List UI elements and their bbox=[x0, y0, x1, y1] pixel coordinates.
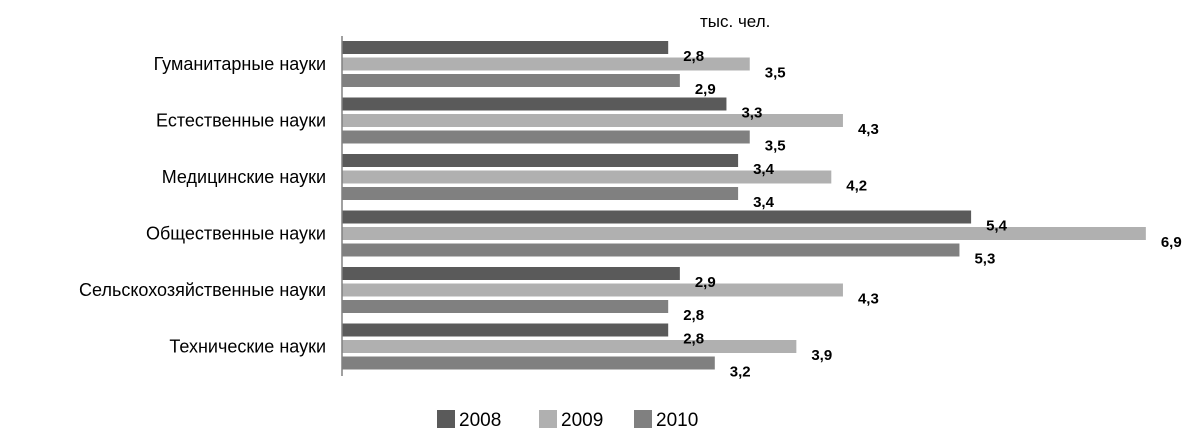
data-label: 3,2 bbox=[730, 364, 751, 381]
bar-2008 bbox=[342, 323, 669, 337]
data-label: 2,8 bbox=[683, 48, 704, 65]
legend-swatch-2010 bbox=[634, 410, 652, 428]
bar-2010 bbox=[342, 356, 715, 370]
data-label: 2,9 bbox=[695, 274, 716, 291]
data-label: 3,5 bbox=[765, 138, 786, 155]
bar-2009 bbox=[342, 340, 797, 353]
bar-2008 bbox=[342, 210, 972, 224]
data-label: 5,3 bbox=[974, 251, 995, 268]
legend-swatch-2008 bbox=[437, 410, 455, 428]
bar-2008 bbox=[342, 97, 727, 111]
data-label: 4,3 bbox=[858, 291, 879, 308]
data-label: 3,5 bbox=[765, 65, 786, 82]
bar-2010 bbox=[342, 130, 750, 144]
data-label: 6,9 bbox=[1161, 234, 1182, 251]
data-label: 3,4 bbox=[753, 194, 775, 211]
data-label: 3,9 bbox=[811, 347, 832, 364]
legend-label: 2009 bbox=[561, 410, 603, 431]
bar-2010 bbox=[342, 300, 669, 313]
unit-label: тыс. чел. bbox=[700, 12, 770, 31]
category-label: Гуманитарные науки bbox=[154, 54, 326, 74]
bar-2008 bbox=[342, 267, 680, 280]
bar-2008 bbox=[342, 41, 669, 54]
bar-2009 bbox=[342, 57, 750, 71]
bar-2010 bbox=[342, 74, 680, 87]
bar-2009 bbox=[342, 283, 843, 297]
category-label: Медицинские науки bbox=[162, 167, 326, 187]
data-label: 2,9 bbox=[695, 81, 716, 98]
category-label: Общественные науки bbox=[146, 224, 326, 244]
category-label: Технические науки bbox=[169, 337, 326, 357]
data-label: 2,8 bbox=[683, 331, 704, 348]
data-label: 2,8 bbox=[683, 307, 704, 324]
data-label: 3,3 bbox=[741, 105, 762, 122]
legend-label: 2010 bbox=[656, 410, 698, 431]
legend-swatch-2009 bbox=[539, 410, 557, 428]
bar-2009 bbox=[342, 170, 832, 184]
data-label: 4,2 bbox=[846, 178, 867, 195]
data-label: 3,4 bbox=[753, 161, 775, 178]
data-label: 5,4 bbox=[986, 218, 1008, 235]
category-label: Естественные науки bbox=[156, 111, 326, 131]
bar-2009 bbox=[342, 114, 843, 127]
bar-2010 bbox=[342, 187, 739, 200]
bar-2008 bbox=[342, 154, 739, 167]
category-label: Сельскохозяйственные науки bbox=[79, 280, 326, 300]
data-label: 4,3 bbox=[858, 121, 879, 138]
bar-2009 bbox=[342, 227, 1146, 240]
legend: 2008 2009 2010 bbox=[437, 410, 698, 431]
bar-2010 bbox=[342, 243, 960, 257]
legend-label: 2008 bbox=[459, 410, 501, 431]
